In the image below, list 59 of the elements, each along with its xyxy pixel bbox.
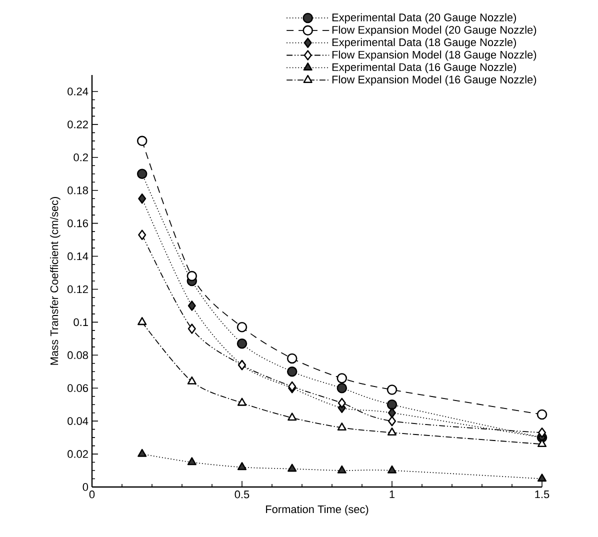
point [337, 422, 346, 431]
point [286, 366, 298, 377]
point [236, 338, 248, 349]
y-tick-label: 0.24 [68, 88, 88, 96]
point [187, 376, 196, 384]
y-tick-label: 0.12 [68, 285, 88, 294]
y-axis-title: Mass Transfer Coefficient (cm/sec) [50, 197, 60, 365]
point [188, 300, 196, 311]
point [338, 398, 346, 408]
point [388, 408, 396, 418]
x-tick-label: 0.5 [234, 490, 250, 498]
point [187, 457, 196, 466]
point [386, 399, 398, 410]
legend-label: Experimental Data (20 Gauge Nozzle) [332, 13, 516, 24]
point [536, 409, 548, 420]
y-tick-label: 0.14 [68, 252, 88, 260]
legend-label: Experimental Data (18 Gauge Nozzle) [332, 38, 516, 48]
point [237, 462, 247, 470]
point [537, 439, 547, 448]
point [138, 193, 146, 204]
point [537, 474, 547, 482]
y-tick-label: 0.16 [68, 219, 88, 228]
y-tick-label: 0.06 [68, 384, 88, 392]
point [138, 448, 147, 457]
point [387, 465, 397, 474]
point [538, 427, 546, 438]
y-tick-label: 0.04 [68, 417, 88, 425]
y-tick-label: 0.02 [68, 450, 88, 458]
point [138, 317, 147, 326]
y-tick-label: 0.08 [68, 351, 88, 360]
x-tick-label: 1.5 [535, 490, 550, 498]
legend-label: Flow Expansion Model (18 Gauge Nozzle) [332, 50, 536, 61]
x-tick-label: 0 [89, 490, 95, 498]
y-tick-label: 0.22 [68, 120, 88, 128]
x-tick-label: 1 [390, 490, 395, 498]
point [236, 322, 248, 332]
y-tick-label: 0.2 [74, 154, 88, 162]
point [337, 465, 346, 474]
x-axis-title: Formation Time (sec) [266, 505, 368, 516]
point [188, 324, 196, 334]
y-tick-label: 0 [82, 483, 88, 491]
point [186, 270, 198, 282]
point [136, 136, 148, 146]
point [388, 416, 396, 426]
y-tick-label: 0.1 [74, 318, 88, 326]
point [286, 353, 298, 364]
point [387, 427, 397, 436]
point [336, 382, 348, 394]
point [237, 398, 247, 406]
point [288, 464, 297, 472]
point [336, 373, 348, 384]
point [138, 230, 146, 240]
point [386, 384, 398, 395]
y-tick-label: 0.18 [68, 186, 88, 194]
legend-label: Experimental Data (16 Gauge Nozzle) [332, 62, 516, 74]
legend-label: Flow Expansion Model (20 Gauge Nozzle) [332, 26, 536, 36]
point [136, 168, 148, 180]
point [288, 412, 297, 421]
legend-label: Flow Expansion Model (16 Gauge Nozzle) [332, 75, 536, 86]
